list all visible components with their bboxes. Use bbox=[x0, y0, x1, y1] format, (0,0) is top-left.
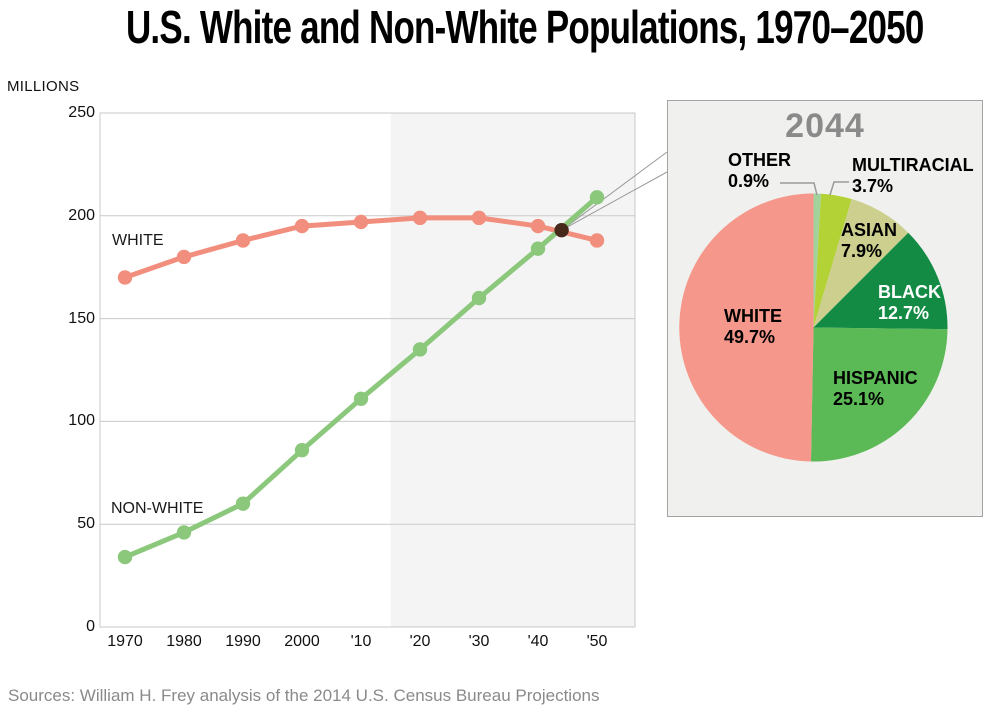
nonwhite-point-2050 bbox=[589, 190, 605, 205]
white-point-2010 bbox=[353, 214, 369, 230]
pie-label-white: WHITE 49.7% bbox=[724, 306, 782, 348]
nonwhite-point-2030 bbox=[471, 290, 487, 306]
pie-slice-black bbox=[813, 232, 948, 330]
nonwhite-point-2010 bbox=[353, 391, 369, 406]
pie-slice-multiracial bbox=[813, 193, 852, 328]
multiracial-callout-line bbox=[829, 181, 849, 196]
white-point-2030 bbox=[471, 210, 487, 226]
pie-label-multiracial: MULTIRACIAL 3.7% bbox=[852, 155, 974, 197]
x-tick-2000: 2000 bbox=[284, 633, 320, 650]
nonwhite-point-1990 bbox=[235, 496, 251, 511]
white-series-label: WHITE bbox=[112, 232, 164, 249]
pie-inset-panel: 2044 OTHER 0.9% MULTIRACIAL 3.7% ASIAN 7.9% BL… bbox=[667, 100, 983, 517]
x-tick-2010: '10 bbox=[350, 633, 372, 650]
pie-label-asian: ASIAN 7.9% bbox=[841, 220, 897, 262]
nonwhite-series-label: NON-WHITE bbox=[111, 500, 204, 517]
pie-slice-hispanic bbox=[810, 327, 948, 462]
plot-border bbox=[99, 112, 636, 628]
pie-label-hispanic: HISPANIC 25.1% bbox=[833, 368, 918, 410]
pie-label-name: WHITE bbox=[724, 306, 782, 326]
callout-line-lower bbox=[561, 171, 668, 231]
nonwhite-point-1980 bbox=[176, 525, 192, 540]
source-note: Sources: William H. Frey analysis of the… bbox=[8, 686, 600, 705]
pie-label-value: 3.7% bbox=[852, 176, 894, 196]
pie-label-value: 7.9% bbox=[841, 241, 883, 261]
y-tick-50: 50 bbox=[77, 515, 95, 533]
white-point-2000 bbox=[294, 218, 310, 234]
x-tick-2040: '40 bbox=[527, 633, 549, 650]
pie-label-value: 49.7% bbox=[724, 327, 776, 347]
pie-label-name: BLACK bbox=[878, 282, 941, 302]
pie-slice-other bbox=[813, 193, 822, 328]
y-tick-100: 100 bbox=[68, 412, 95, 430]
pie-year-title: 2044 bbox=[785, 107, 865, 145]
pie-label-other: OTHER 0.9% bbox=[728, 150, 791, 192]
crossing-point-dot bbox=[554, 222, 569, 238]
x-tick-1970: 1970 bbox=[107, 633, 143, 650]
y-tick-150: 150 bbox=[68, 309, 95, 327]
pie-label-value: 12.7% bbox=[878, 303, 930, 323]
forecast-shade-region bbox=[390, 113, 635, 627]
pie-label-black: BLACK 12.7% bbox=[878, 282, 941, 324]
white-point-1990 bbox=[235, 233, 251, 248]
pie-label-name: MULTIRACIAL bbox=[852, 155, 974, 175]
x-tick-2030: '30 bbox=[468, 633, 490, 650]
y-tick-0: 0 bbox=[86, 618, 95, 635]
x-tick-2050: '50 bbox=[586, 633, 608, 650]
pie-label-name: ASIAN bbox=[841, 220, 898, 240]
y-axis-unit-label: MILLIONS bbox=[7, 78, 80, 95]
pie-chart bbox=[679, 181, 948, 462]
white-point-2050 bbox=[589, 233, 605, 248]
y-tick-200: 200 bbox=[68, 206, 95, 224]
nonwhite-point-2040 bbox=[530, 241, 546, 256]
x-tick-1980: 1980 bbox=[166, 633, 202, 650]
white-point-2020 bbox=[412, 210, 428, 226]
white-point-1980 bbox=[176, 249, 192, 265]
callout-line-upper bbox=[561, 151, 668, 231]
y-tick-250: 250 bbox=[68, 104, 95, 121]
other-callout-line bbox=[780, 182, 818, 196]
x-tick-1990: 1990 bbox=[225, 633, 261, 650]
page-title-text: U.S. White and Non-White Populations, 19… bbox=[125, 1, 924, 53]
nonwhite-point-2000 bbox=[294, 442, 310, 458]
x-tick-2020: '20 bbox=[409, 633, 431, 650]
pie-label-value: 0.9% bbox=[728, 171, 770, 191]
pie-label-value: 25.1% bbox=[833, 389, 885, 409]
white-point-1970 bbox=[117, 270, 133, 285]
page-title: U.S. White and Non-White Populations, 19… bbox=[0, 0, 995, 54]
nonwhite-point-2020 bbox=[412, 342, 428, 357]
pie-label-name: OTHER bbox=[728, 150, 791, 170]
nonwhite-point-1970 bbox=[117, 549, 133, 565]
pie-slice-asian bbox=[813, 199, 909, 328]
pie-slice-white bbox=[679, 193, 814, 462]
white-point-2040 bbox=[530, 218, 546, 234]
pie-label-name: HISPANIC bbox=[833, 368, 918, 388]
